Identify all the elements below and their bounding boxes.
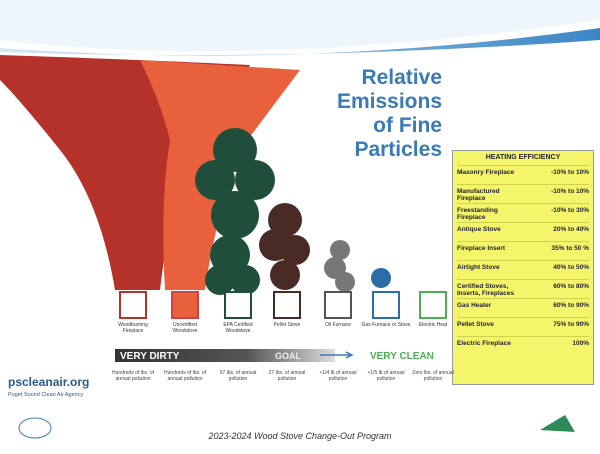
title: Relative Emissions of Fine Particles <box>318 66 442 162</box>
title-line: Relative <box>361 66 442 89</box>
scale-dirty: VERY DIRTY <box>120 351 180 362</box>
heater-type: Freestanding Fireplace <box>457 207 498 221</box>
table-row: Electric Fireplace 100% <box>457 336 589 355</box>
title-line: Particles <box>354 138 442 161</box>
table-row: Fireplace Insert 35% to 50 % <box>457 241 589 260</box>
table-row: Pellet Stove 75% to 90% <box>457 317 589 336</box>
heater-label: Pellet Stove <box>273 322 301 328</box>
heater-type: Fireplace Insert <box>457 245 506 252</box>
efficiency-range: 20% to 40% <box>553 226 589 233</box>
heater-type: Airtight Stove <box>457 264 500 271</box>
heater-label: Woodburning Fireplace <box>118 322 148 334</box>
logo-url: pscleanair.org <box>8 375 89 389</box>
table-row: Manufactured Fireplace -10% to 10% <box>457 184 589 203</box>
footer: 2023-2024 Wood Stove Change-Out Program <box>208 431 392 441</box>
smoke <box>0 55 391 295</box>
efficiency-range: 35% to 50 % <box>551 245 589 252</box>
heater-type: Certified Stoves, Inserts, Fireplaces <box>457 283 515 297</box>
heater-pollution: 27 lbs. of annual pollution <box>268 370 306 382</box>
heater-type: Pellet Stove <box>457 321 494 328</box>
efficiency-range: -10% to 30% <box>551 207 589 214</box>
table-heading: HEATING EFFICIENCY <box>485 154 561 161</box>
heater-type: Antique Stove <box>457 226 501 233</box>
heater-type: Masonry Fireplace <box>457 169 515 176</box>
scale-goal: GOAL <box>275 351 302 361</box>
table-row: Antique Stove 20% to 40% <box>457 222 589 241</box>
table-row: Gas Heater 60% to 90% <box>457 298 589 317</box>
swoosh-bg <box>0 0 600 52</box>
swoosh <box>0 28 600 56</box>
title-line: of Fine <box>373 114 442 137</box>
efficiency-range: 75% to 90% <box>553 321 589 328</box>
heater-label: EPA Certified Woodstove <box>223 322 253 334</box>
heater-pollution: Zero lbs. of annual pollution <box>412 370 454 382</box>
heater-label: Oil Furnace <box>325 322 351 328</box>
heater-label: Electric Heat <box>418 322 448 328</box>
title-line: Emissions <box>336 90 442 113</box>
table-row: Freestanding Fireplace -10% to 30% <box>457 203 589 222</box>
heater-type: Manufactured Fireplace <box>457 188 500 202</box>
heater-icons <box>119 291 447 319</box>
efficiency-range: 60% to 80% <box>553 283 589 290</box>
partner-logo-2 <box>540 415 575 432</box>
table-row: Airtight Stove 40% to 50% <box>457 260 589 279</box>
arrow <box>320 351 354 359</box>
heater-pollution: 97 lbs. of annual pollution <box>219 370 257 382</box>
partner-logo <box>18 417 52 439</box>
table-row: Certified Stoves, Inserts, Fireplaces 60%… <box>457 279 589 298</box>
scale-bar <box>115 349 335 362</box>
heater-type: Electric Fireplace <box>457 340 511 347</box>
heater-pollution: Hundreds of lbs. of annual pollution <box>164 370 206 382</box>
heater-pollution: <1/5 lb of annual pollution <box>367 370 405 382</box>
heater-pollution: <1/4 lb of annual pollution <box>319 370 357 382</box>
efficiency-range: -10% to 10% <box>551 188 589 195</box>
efficiency-range: -10% to 10% <box>551 169 589 176</box>
heater-label: Uncertified Woodstove <box>172 322 198 334</box>
efficiency-table: HEATING EFFICIENCY Masonry Fireplace -10%… <box>452 150 594 385</box>
table-row: Masonry Fireplace -10% to 10% <box>457 165 589 184</box>
heater-label: Gas Furnace or Stove <box>361 322 411 328</box>
scale-clean: VERY CLEAN <box>370 351 434 362</box>
efficiency-range: 60% to 90% <box>553 302 589 309</box>
heater-pollution: Hundreds of lbs. of annual pollution <box>112 370 154 382</box>
logo-agency: Puget Sound Clean Air Agency <box>8 392 83 398</box>
heater-type: Gas Heater <box>457 302 492 309</box>
efficiency-range: 100% <box>572 340 589 347</box>
efficiency-range: 40% to 50% <box>553 264 589 271</box>
